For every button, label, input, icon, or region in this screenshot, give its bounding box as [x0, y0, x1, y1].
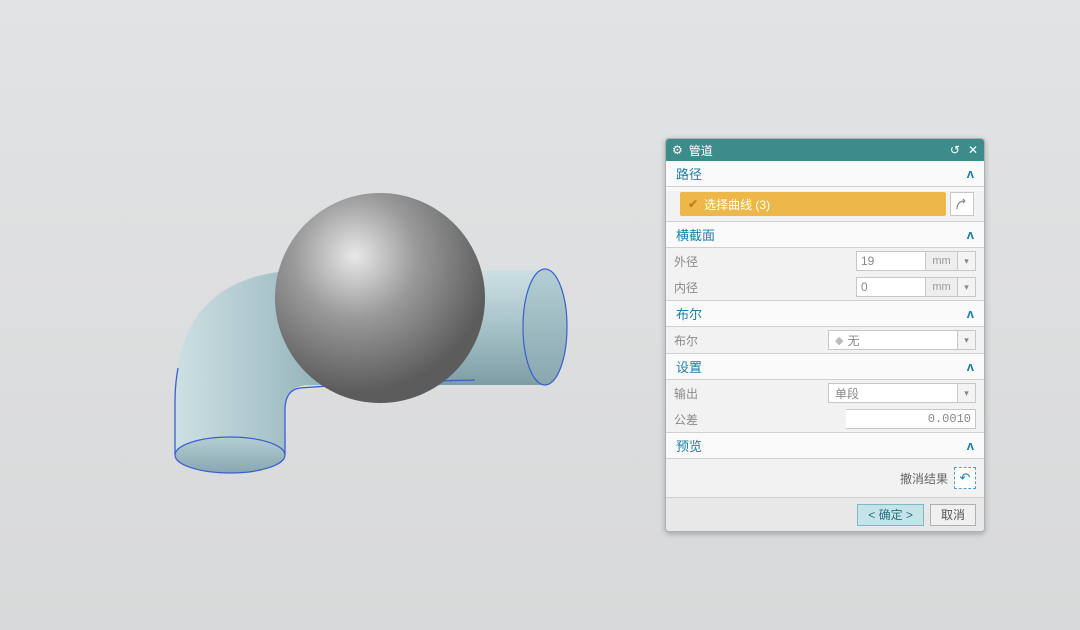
section-bool-header[interactable]: 布尔 ʌ: [666, 301, 984, 327]
section-bool-body: 布尔 ◆ 无 ▾: [666, 327, 984, 354]
panel-title-text: 管道: [689, 142, 713, 159]
section-settings-body: 输出 单段 ▾ 公差: [666, 380, 984, 433]
bool-dropdown-caret[interactable]: ▾: [958, 330, 976, 350]
collapse-icon: ʌ: [967, 359, 974, 374]
section-bool-label: 布尔: [676, 304, 702, 323]
inner-unit-dropdown[interactable]: ▾: [958, 277, 976, 297]
curve-selection-label: 选择曲线 (3): [704, 196, 770, 213]
outer-unit-dropdown[interactable]: ▾: [958, 251, 976, 271]
outer-diameter-input[interactable]: [856, 251, 926, 271]
section-path-label: 路径: [676, 164, 702, 183]
output-label: 输出: [674, 385, 828, 402]
collapse-icon: ʌ: [967, 227, 974, 242]
section-path-body: ✔ 选择曲线 (3): [666, 191, 984, 222]
curve-selection[interactable]: ✔ 选择曲线 (3): [680, 192, 946, 216]
outer-unit: mm: [926, 251, 958, 271]
section-preview-body: 撤消结果 ↶: [666, 459, 984, 497]
panel-titlebar[interactable]: ⚙ 管道 ↺ ✕: [666, 139, 984, 161]
check-icon: ✔: [688, 197, 698, 211]
section-path-header[interactable]: 路径 ʌ: [666, 161, 984, 187]
section-cross-label: 横截面: [676, 225, 715, 244]
outer-diameter-label: 外径: [674, 253, 856, 270]
output-dropdown-caret[interactable]: ▾: [958, 383, 976, 403]
inner-diameter-label: 内径: [674, 279, 856, 296]
collapse-icon: ʌ: [967, 438, 974, 453]
section-cross-body: 外径 mm ▾ 内径 mm ▾: [666, 248, 984, 301]
inner-diameter-input[interactable]: [856, 277, 926, 297]
cancel-button[interactable]: 取消: [930, 504, 976, 526]
section-preview-header[interactable]: 预览 ʌ: [666, 433, 984, 459]
output-dropdown[interactable]: 单段: [828, 383, 958, 403]
bool-value: 无: [847, 332, 859, 349]
collapse-icon: ʌ: [967, 306, 974, 321]
ok-button[interactable]: < 确定 >: [857, 504, 924, 526]
ok-button-label: < 确定 >: [868, 506, 913, 523]
undo-result-button[interactable]: ↶: [954, 467, 976, 489]
curve-picker-button[interactable]: [950, 192, 974, 216]
tolerance-label: 公差: [674, 411, 846, 428]
inner-unit: mm: [926, 277, 958, 297]
close-icon[interactable]: ✕: [968, 143, 978, 157]
section-cross-header[interactable]: 横截面 ʌ: [666, 222, 984, 248]
cancel-button-label: 取消: [941, 506, 965, 523]
reset-icon[interactable]: ↺: [950, 143, 960, 157]
tube-panel: ⚙ 管道 ↺ ✕ 路径 ʌ ✔ 选择曲线 (3) 横截面 ʌ 外径: [665, 138, 985, 532]
gear-icon: ⚙: [672, 143, 683, 157]
bool-dropdown[interactable]: ◆ 无: [828, 330, 958, 350]
bool-none-icon: ◆: [835, 334, 843, 347]
undo-label: 撤消结果: [900, 470, 948, 487]
output-value: 单段: [835, 385, 859, 402]
section-preview-label: 预览: [676, 436, 702, 455]
section-settings-header[interactable]: 设置 ʌ: [666, 354, 984, 380]
tolerance-input[interactable]: [846, 409, 976, 429]
bool-field-label: 布尔: [674, 332, 828, 349]
panel-footer: < 确定 > 取消: [666, 497, 984, 531]
section-settings-label: 设置: [676, 357, 702, 376]
collapse-icon: ʌ: [967, 166, 974, 181]
